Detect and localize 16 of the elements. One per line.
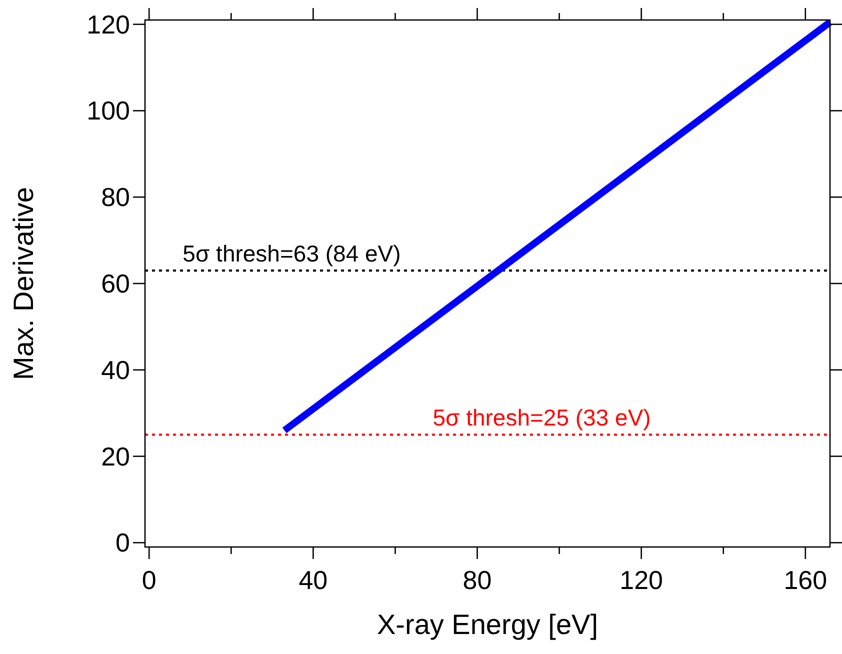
x-tick-label: 120 bbox=[620, 565, 664, 595]
x-tick-label: 80 bbox=[462, 565, 492, 595]
y-tick-label: 100 bbox=[86, 96, 130, 126]
y-tick-label: 60 bbox=[101, 268, 130, 298]
y-tick-label: 20 bbox=[101, 441, 130, 472]
y-tick-label: 120 bbox=[86, 9, 130, 40]
ref-line-label: 5σ thresh=25 (33 eV) bbox=[432, 404, 651, 431]
y-tick-label: 0 bbox=[116, 528, 130, 558]
x-tick-label: 0 bbox=[142, 565, 156, 595]
ref-line-label: 5σ thresh=63 (84 eV) bbox=[182, 240, 401, 267]
x-tick-label: 160 bbox=[784, 565, 828, 595]
y-axis-title: Max. Derivative bbox=[8, 187, 39, 380]
y-tick-label: 40 bbox=[101, 354, 130, 385]
x-tick-label: 40 bbox=[298, 565, 328, 595]
x-axis-title: X-ray Energy [eV] bbox=[377, 609, 598, 640]
y-tick-label: 80 bbox=[101, 182, 130, 212]
